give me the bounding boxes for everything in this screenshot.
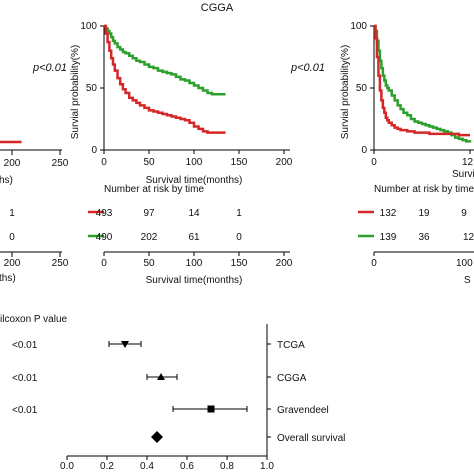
left-x-tick-label: 200 — [4, 158, 21, 169]
cgga-x-tick-label: 200 — [276, 157, 293, 168]
forest-row: Overall survival — [151, 431, 345, 444]
cgga-risk-value: 61 — [188, 232, 200, 243]
cgga-risk-value: 490 — [96, 232, 113, 243]
cgga-risk-tick-label: 100 — [186, 258, 203, 269]
cgga-y-ticks: 0 50 100 — [80, 21, 104, 156]
cgga-y-tick-label: 100 — [80, 21, 97, 32]
right-survival-panel: 0 50 100 Survial probability(%) 0 12 Sur… — [340, 21, 474, 286]
right-risk-value: 132 — [380, 208, 397, 219]
right-y-tick-label: 0 — [361, 145, 367, 156]
right-risk-value: 12 — [463, 232, 474, 243]
right-risk-title: Number at risk by time — [374, 184, 474, 195]
forest-x-ticks: 0.0 0.2 0.4 0.6 0.8 1.0 — [60, 456, 274, 472]
forest-point-marker — [151, 431, 163, 443]
right-curves — [374, 24, 472, 143]
cgga-risk-tick-label: 0 — [101, 258, 107, 269]
forest-column-header: ilcoxon P value — [0, 314, 68, 325]
forest-point-marker — [157, 373, 165, 380]
left-risk-tick-label: 250 — [52, 258, 69, 269]
right-risk-xlabel-fragment: S — [464, 275, 471, 286]
cgga-x-tick-label: 0 — [101, 157, 107, 168]
forest-x-tick-label: 1.0 — [260, 461, 274, 472]
cgga-y-tick-label: 0 — [91, 145, 97, 156]
cgga-p-value: p<0.01 — [290, 62, 325, 74]
right-y-axis-label: Survial probability(%) — [340, 45, 351, 139]
cgga-risk-value: 97 — [143, 208, 155, 219]
forest-row-label: Gravendeel — [277, 405, 329, 416]
forest-x-tick-label: 0.0 — [60, 461, 74, 472]
forest-row: TCGA <0.01 — [12, 340, 305, 351]
right-risk-tick-label: 100 — [456, 258, 473, 269]
forest-row-label: Overall survival — [277, 433, 345, 444]
cgga-y-tick-label: 50 — [86, 83, 98, 94]
forest-row-p-value: <0.01 — [12, 340, 38, 351]
cgga-risk-title: Number at risk by time — [104, 184, 204, 195]
cgga-x-tick-label: 50 — [143, 157, 155, 168]
cgga-risk-xlabel: Survival time(months) — [146, 275, 243, 286]
cgga-survival-panel: CGGA p<0.01 0 50 100 Survial probability… — [70, 2, 325, 286]
cgga-title: CGGA — [201, 2, 234, 14]
forest-row: Gravendeel <0.01 — [12, 405, 329, 416]
right-y-tick-label: 100 — [350, 21, 367, 32]
right-risk-tick-label: 0 — [371, 258, 377, 269]
cgga-series-line-0 — [104, 24, 226, 96]
cgga-risk-value: 0 — [236, 232, 242, 243]
left-risk-value: 1 — [9, 208, 15, 219]
forest-x-tick-label: 0.2 — [100, 461, 114, 472]
left-risk-tick-label: 200 — [4, 258, 21, 269]
forest-rows: TCGA <0.01 CGGA <0.01 Gravendeel <0.01 Overall… — [12, 340, 345, 444]
cgga-risk-tick-label: 150 — [231, 258, 248, 269]
cgga-x-ticks: 0 50 100 150 200 — [101, 150, 293, 168]
left-survival-panel: p<0.01 200 250 hs) 1 0 200 250 ths) — [0, 62, 69, 284]
right-series-line-1 — [374, 24, 470, 137]
cgga-x-tick-label: 150 — [231, 157, 248, 168]
forest-row-p-value: <0.01 — [12, 405, 38, 416]
left-risk-value: 0 — [9, 232, 15, 243]
right-x-tick-label: 0 — [371, 157, 377, 168]
right-risk-value: 36 — [418, 232, 430, 243]
forest-row-label: CGGA — [277, 373, 307, 384]
right-x-axis-label-fragment: Survi — [452, 169, 474, 180]
cgga-risk-tick-label: 50 — [143, 258, 155, 269]
cgga-risk-tick-label: 200 — [276, 258, 293, 269]
left-risk-xlabel-fragment: ths) — [0, 273, 16, 284]
cgga-risk-value: 202 — [141, 232, 158, 243]
cgga-x-tick-label: 100 — [186, 157, 203, 168]
right-risk-value: 9 — [461, 208, 467, 219]
forest-point-marker — [207, 405, 215, 413]
cgga-x-axis-label: Survival time(months) — [146, 175, 243, 186]
right-series-line-0 — [374, 24, 472, 143]
forest-x-tick-label: 0.8 — [220, 461, 234, 472]
cgga-curves — [104, 24, 226, 134]
cgga-risk-value: 1 — [236, 208, 242, 219]
right-y-tick-label: 50 — [356, 83, 368, 94]
forest-row: CGGA <0.01 — [12, 373, 307, 384]
right-risk-value: 139 — [380, 232, 397, 243]
forest-point-marker — [121, 341, 129, 348]
left-x-axis-label-fragment: hs) — [0, 175, 13, 186]
right-x-tick-label: 12 — [462, 157, 474, 168]
forest-x-tick-label: 0.4 — [140, 461, 154, 472]
forest-plot: ilcoxon P value 0.0 0.2 0.4 0.6 0.8 1.0 TCGA <… — [0, 314, 345, 472]
forest-row-label: TCGA — [277, 340, 305, 351]
cgga-y-axis-label: Survial probability(%) — [70, 45, 81, 139]
forest-x-tick-label: 0.6 — [180, 461, 194, 472]
right-risk-value: 19 — [418, 208, 430, 219]
cgga-series-line-1 — [104, 24, 226, 134]
left-x-tick-label: 250 — [52, 158, 69, 169]
forest-row-p-value: <0.01 — [12, 373, 38, 384]
cgga-risk-value: 493 — [96, 208, 113, 219]
cgga-risk-value: 14 — [188, 208, 200, 219]
left-p-value: p<0.01 — [32, 62, 67, 74]
